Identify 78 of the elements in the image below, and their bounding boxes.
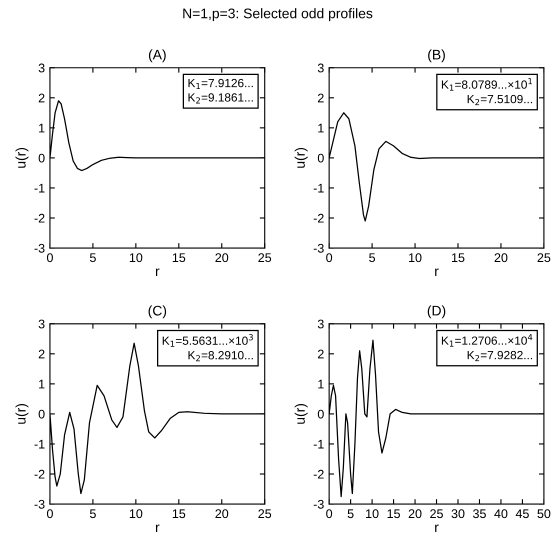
x-tick-label: 5 bbox=[348, 509, 354, 518]
x-tick-label: 0 bbox=[46, 509, 53, 518]
x-tick-label: 30 bbox=[452, 509, 464, 518]
x-tick-label: 5 bbox=[90, 253, 96, 262]
y-tick-label: -3 bbox=[314, 500, 324, 509]
chart-title: (B) bbox=[428, 49, 445, 62]
x-tick-label: 50 bbox=[537, 509, 550, 518]
annotation: K$_{1}$=5.5631...×10$^{3}$ bbox=[162, 334, 253, 347]
y-tick-label: -1 bbox=[314, 184, 324, 192]
x-tick-label: 25 bbox=[430, 509, 443, 518]
y-tick-label: 0 bbox=[38, 154, 45, 163]
x-axis-title: r bbox=[156, 524, 160, 532]
x-tick-label: 20 bbox=[215, 253, 228, 262]
y-tick-label: 1 bbox=[318, 124, 324, 132]
y-tick-label: 1 bbox=[39, 380, 44, 388]
x-tick-label: 15 bbox=[172, 253, 186, 262]
x-axis-title: r bbox=[435, 268, 439, 276]
x-tick-label: 15 bbox=[172, 509, 186, 518]
y-tick-label: 2 bbox=[318, 94, 324, 102]
y-tick-label: -3 bbox=[34, 500, 45, 509]
annotation: K$_{2}$=9.1861... bbox=[188, 93, 253, 104]
x-tick-label: 5 bbox=[90, 509, 96, 518]
y-tick-label: 3 bbox=[38, 64, 45, 72]
x-tick-label: 10 bbox=[366, 509, 379, 518]
x-tick-label: 10 bbox=[130, 509, 142, 518]
x-tick-label: 10 bbox=[409, 253, 422, 262]
x-tick-label: 35 bbox=[472, 509, 486, 518]
annotation: K$_{1}$=7.9126... bbox=[188, 78, 253, 90]
x-tick-label: 10 bbox=[130, 253, 142, 262]
y-tick-label: 0 bbox=[318, 410, 324, 419]
text: N=1,p=3: Selected odd profiles bbox=[183, 8, 372, 22]
chart-title: (A) bbox=[148, 49, 166, 62]
annotation: K$_{2}$=7.5109... bbox=[468, 94, 532, 106]
chart-title: (C) bbox=[148, 305, 166, 318]
x-tick-label: 25 bbox=[258, 253, 272, 262]
y-tick-label: 3 bbox=[38, 320, 45, 328]
x-tick-label: 15 bbox=[388, 509, 400, 518]
x-tick-label: 20 bbox=[215, 509, 228, 518]
x-tick-label: 0 bbox=[326, 509, 332, 518]
x-tick-label: 25 bbox=[258, 509, 272, 518]
y-tick-label: 1 bbox=[318, 380, 324, 388]
x-tick-label: 20 bbox=[494, 253, 508, 262]
y-tick-label: -2 bbox=[34, 470, 44, 479]
annotation: K$_{1}$=8.0789...×10$^{1}$ bbox=[442, 78, 532, 91]
y-tick-label: 1 bbox=[39, 124, 44, 132]
y-tick-label: 2 bbox=[318, 350, 324, 358]
y-tick-label: 2 bbox=[38, 94, 44, 102]
x-tick-label: 40 bbox=[494, 509, 508, 518]
y-tick-label: -3 bbox=[314, 244, 324, 253]
y-tick-label: 3 bbox=[318, 64, 324, 72]
y-tick-label: 2 bbox=[38, 350, 44, 358]
x-tick-label: 0 bbox=[326, 253, 332, 262]
x-tick-label: 0 bbox=[46, 253, 53, 262]
x-tick-label: 45 bbox=[516, 509, 529, 518]
y-tick-label: -1 bbox=[314, 440, 324, 448]
x-tick-label: 5 bbox=[369, 253, 376, 262]
y-tick-label: -3 bbox=[34, 244, 45, 253]
x-tick-label: 20 bbox=[408, 509, 422, 518]
y-axis-title: u(r) bbox=[294, 404, 308, 424]
x-axis-title: r bbox=[435, 524, 439, 532]
y-tick-label: 0 bbox=[38, 410, 45, 419]
annotation: K$_{1}$=1.2706...×10$^{4}$ bbox=[442, 334, 532, 347]
annotation: K$_{2}$=8.2910... bbox=[188, 351, 253, 362]
y-tick-label: -1 bbox=[34, 440, 44, 448]
y-tick-label: 3 bbox=[318, 320, 324, 328]
y-tick-label: -2 bbox=[34, 214, 44, 223]
y-axis-title: u(r) bbox=[15, 148, 28, 168]
x-tick-label: 25 bbox=[538, 253, 550, 262]
x-tick-label: 15 bbox=[452, 253, 464, 262]
y-tick-label: -2 bbox=[314, 470, 324, 479]
y-tick-label: 0 bbox=[318, 154, 324, 163]
chart-title: (D) bbox=[428, 305, 446, 318]
y-axis-title: u(r) bbox=[15, 404, 28, 424]
y-tick-label: -2 bbox=[314, 214, 324, 223]
y-axis-title: u(r) bbox=[294, 148, 308, 168]
annotation: K$_{2}$=7.9282... bbox=[468, 350, 532, 362]
y-tick-label: -1 bbox=[34, 184, 44, 192]
x-axis-title: r bbox=[156, 268, 160, 276]
